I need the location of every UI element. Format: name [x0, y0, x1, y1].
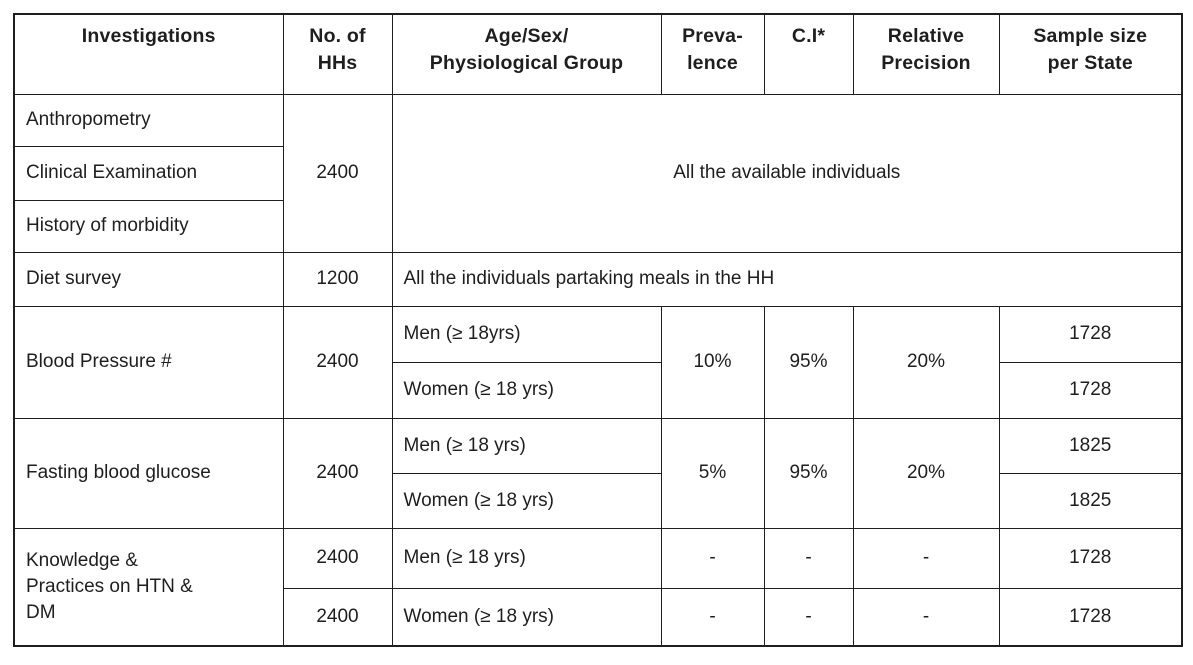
hh-count-cell-knowledge-women: 2400 [282, 587, 393, 647]
header-cell-prevalence: Preva- lence [660, 13, 765, 95]
row-fasting-glucose-women: Women (≥ 18 yrs) 1825 [14, 472, 1183, 529]
header-row: Investigations No. of HHs Age/Sex/ Physi… [13, 13, 1183, 95]
ci-cell-knowledge-men: - [763, 527, 854, 589]
prevalence-cell-fbg: 5% [660, 417, 765, 529]
hh-count-cell-diet: 1200 [282, 251, 393, 307]
group-cell-fbg-men: Men (≥ 18 yrs) [391, 417, 662, 474]
sample-size-cell-knowledge-women: 1728 [998, 587, 1183, 647]
investigation-cell-fasting-glucose: Fasting blood glucose [13, 417, 284, 529]
investigation-cell-knowledge-practices: Knowledge & Practices on HTN & DM [13, 527, 284, 647]
row-knowledge-women: 2400 Women (≥ 18 yrs) - - - 1728 [14, 587, 1183, 647]
sample-size-cell-fbg-men: 1825 [998, 417, 1183, 474]
row-blood-pressure-men: Blood Pressure # 2400 Men (≥ 18yrs) 10% … [13, 305, 1183, 419]
header-cell-age-sex-group: Age/Sex/ Physiological Group [391, 13, 662, 95]
hh-count-cell-knowledge-men: 2400 [282, 527, 393, 589]
header-cell-relative-precision: Relative Precision [852, 13, 1000, 95]
group-cell-fbg-women: Women (≥ 18 yrs) [391, 472, 662, 529]
investigation-cell-anthropometry: Anthropometry [13, 93, 284, 147]
ci-cell-bp: 95% [763, 305, 854, 419]
row-knowledge-men: Knowledge & Practices on HTN & DM 2400 M… [13, 527, 1183, 647]
prevalence-cell-knowledge-women: - [660, 587, 765, 647]
hh-count-cell-fasting-glucose: 2400 [282, 417, 393, 529]
sample-size-cell-fbg-women: 1825 [998, 472, 1183, 529]
header-cell-investigations: Investigations [13, 13, 284, 95]
investigation-cell-diet-survey: Diet survey [13, 251, 284, 307]
header-cell-ci: C.I* [763, 13, 854, 95]
investigation-cell-history-of-morbidity: History of morbidity [13, 199, 284, 253]
group-cell-bp-men: Men (≥ 18yrs) [391, 305, 662, 363]
investigation-cell-clinical-examination: Clinical Examination [13, 145, 284, 201]
group-note-cell-all-individuals: All the available individuals [391, 93, 1183, 253]
relative-precision-cell-fbg: 20% [852, 417, 1000, 529]
hh-count-cell-section1: 2400 [282, 93, 393, 253]
hh-count-cell-blood-pressure: 2400 [282, 305, 393, 419]
relative-precision-cell-knowledge-men: - [852, 527, 1000, 589]
row-blood-pressure-women: Women (≥ 18 yrs) 1728 [14, 361, 1183, 419]
relative-precision-cell-knowledge-women: - [852, 587, 1000, 647]
row-diet-survey: Diet survey 1200 All the individuals par… [13, 251, 1183, 307]
investigation-cell-blood-pressure: Blood Pressure # [13, 305, 284, 419]
ci-cell-knowledge-women: - [763, 587, 854, 647]
group-cell-bp-women: Women (≥ 18 yrs) [391, 361, 662, 419]
group-cell-knowledge-women: Women (≥ 18 yrs) [391, 587, 662, 647]
sample-size-cell-bp-men: 1728 [998, 305, 1183, 363]
sample-size-cell-knowledge-men: 1728 [998, 527, 1183, 589]
prevalence-cell-bp: 10% [660, 305, 765, 419]
prevalence-cell-knowledge-men: - [660, 527, 765, 589]
sampling-design-table: Investigations No. of HHs Age/Sex/ Physi… [13, 13, 1183, 647]
row-fasting-glucose-men: Fasting blood glucose 2400 Men (≥ 18 yrs… [13, 417, 1183, 529]
sample-size-cell-bp-women: 1728 [998, 361, 1183, 419]
row-clinical-examination: Clinical Examination [13, 145, 1182, 201]
row-anthropometry: Anthropometry 2400 All the available ind… [13, 93, 1183, 253]
header-cell-sample-size: Sample size per State [998, 13, 1183, 95]
group-note-cell-partaking-meals: All the individuals partaking meals in t… [391, 251, 1183, 307]
group-cell-knowledge-men: Men (≥ 18 yrs) [391, 527, 662, 589]
relative-precision-cell-bp: 20% [852, 305, 1000, 419]
row-history-of-morbidity: History of morbidity [13, 199, 1182, 253]
ci-cell-fbg: 95% [763, 417, 854, 529]
header-cell-no-of-hhs: No. of HHs [282, 13, 393, 95]
page-body: Investigations No. of HHs Age/Sex/ Physi… [13, 13, 1183, 647]
